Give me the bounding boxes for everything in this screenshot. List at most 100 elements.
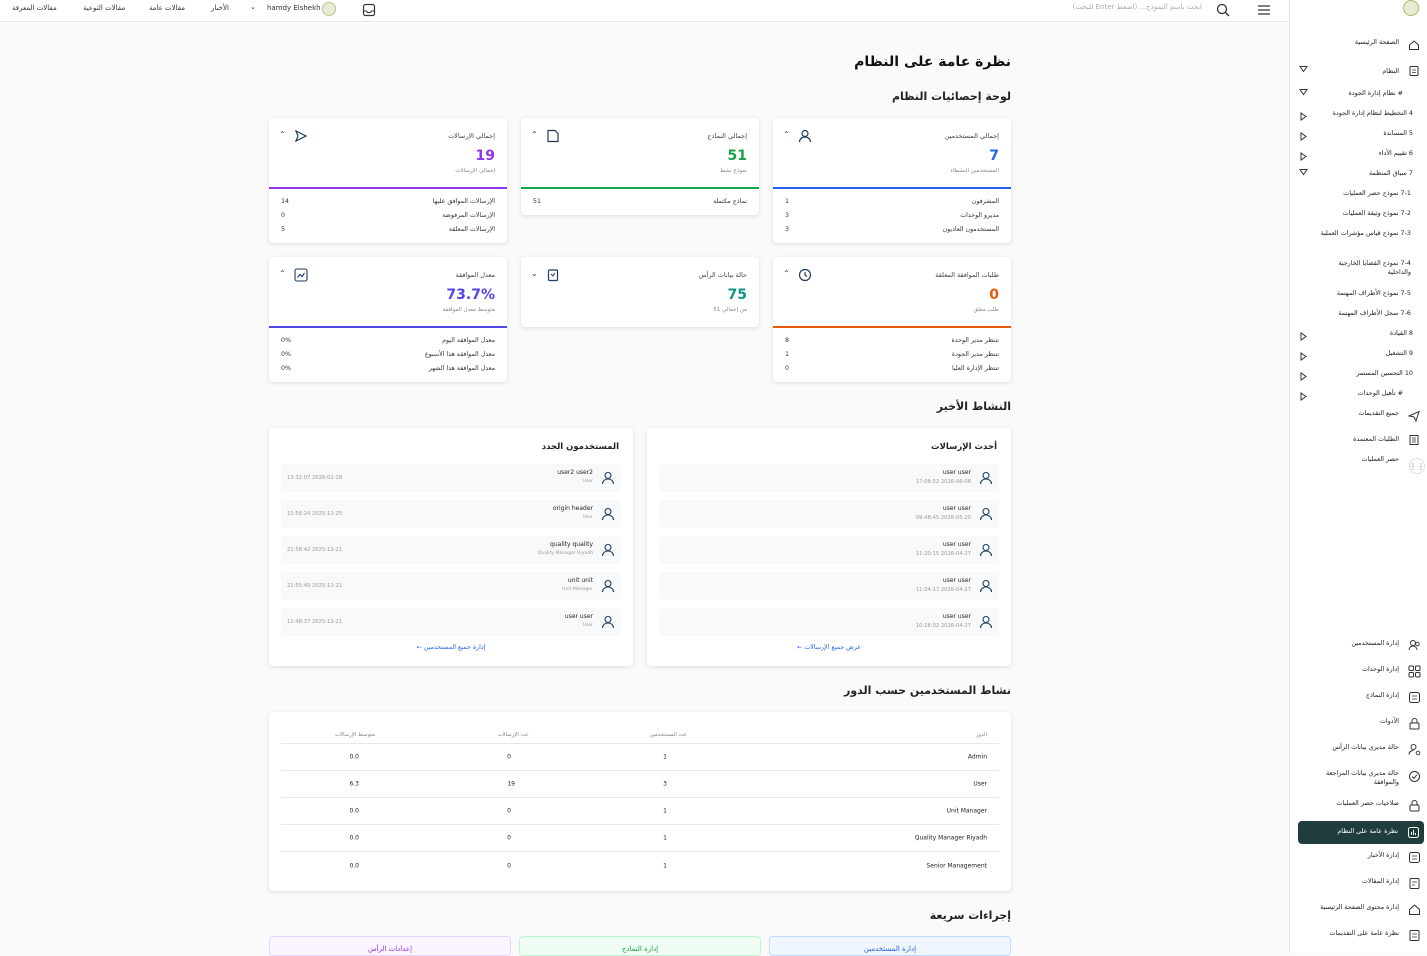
chevron-up-icon[interactable]: ⌃ — [783, 269, 790, 278]
collapse-sidebar-button[interactable]: ⋮⋮ — [1409, 458, 1425, 474]
table-row: Quality Manager Riyadh 1 0 0.0 — [281, 825, 999, 852]
nav-news[interactable]: الأخبار — [211, 4, 229, 12]
stat-card-submissions: إجمالي الإرسالات 19 إجمالي الإرسالات ⌃ ا… — [269, 118, 507, 243]
sidebar-item-7-6[interactable]: 7-6 سجل الأطراف المهتمة — [1338, 309, 1411, 317]
sidebar-item-unit-management[interactable]: إدارة الوحدات — [1362, 665, 1399, 673]
sidebar-item-qms[interactable]: # نظام إدارة الجودة — [1348, 89, 1403, 97]
sidebar-item-support[interactable]: 5 المساندة — [1383, 129, 1413, 137]
avatar[interactable] — [322, 2, 336, 16]
chevron-right-icon[interactable] — [1298, 351, 1308, 361]
submissions-icon — [1407, 928, 1421, 942]
list-item: معدل الموافقة اليوم 0% — [281, 337, 495, 344]
list-item: تنتظر الإدارة العليا 0 — [785, 365, 999, 372]
sidebar-item-header-managers-status[interactable]: حالة مديري بيانات الرأس — [1332, 743, 1399, 751]
chevron-right-icon[interactable] — [1298, 111, 1308, 121]
user-management-quick-button[interactable]: إدارة المستخدمين — [769, 936, 1011, 956]
list-item[interactable]: origin header User 2025-12-25 15:58:24 — [281, 500, 621, 528]
list-item[interactable]: user user 2026-04-27 11:04:17 — [659, 572, 999, 600]
view-all-submissions-link[interactable]: عرض جميع الإرسالات ← — [796, 644, 861, 651]
chevron-right-icon[interactable] — [1298, 131, 1308, 141]
card-accent-line — [773, 326, 1011, 328]
chevron-down-icon[interactable] — [1298, 86, 1308, 96]
panel-title: أحدث الإرسالات — [930, 442, 997, 452]
sidebar-item-7-2[interactable]: 7-2 نموذج وثيقة العمليات — [1342, 209, 1411, 217]
user-name[interactable]: hamdy Elshekh — [267, 4, 321, 12]
sidebar-item-context[interactable]: 7 سياق المنظمة — [1368, 169, 1413, 177]
manage-all-users-link[interactable]: إدارة جميع المستخدمين ← — [416, 644, 486, 651]
list-item[interactable]: user2 user2 User 2026-01-28 13:32:07 — [281, 464, 621, 492]
inbox-icon[interactable] — [360, 1, 378, 19]
card-value: 75 — [727, 287, 747, 303]
card-accent-line — [773, 187, 1011, 189]
recent-activity-title: النشاط الأخير — [936, 400, 1011, 413]
sidebar-item-planning[interactable]: 4 التخطيط لنظام إدارة الجودة — [1332, 109, 1413, 117]
chevron-down-icon[interactable] — [1298, 63, 1308, 73]
list-item: الإرسالات المعلقة 5 — [281, 226, 495, 233]
nav-awareness-articles[interactable]: مقالات التوعية — [83, 4, 126, 12]
search-input[interactable]: ابحث باسم النموذج... (اضغط Enter للبحث) — [1072, 3, 1202, 11]
chevron-up-icon[interactable]: ⌃ — [783, 130, 790, 139]
page-title: نظرة عامة على النظام — [854, 54, 1011, 70]
forms-management-quick-button[interactable]: إدارة النماذج — [519, 936, 761, 956]
stat-card-forms: إجمالي النماذج 51 نموذج نشط ⌃ نماذج مكتم… — [521, 118, 759, 215]
sidebar-item-units-qualification[interactable]: # تأهيل الوحدات — [1357, 389, 1403, 397]
sidebar-item-7-5[interactable]: 7-5 نموذج الأطراف المهتمة — [1336, 289, 1411, 297]
article-icon — [1407, 876, 1421, 890]
sidebar-item-tools[interactable]: الأدوات — [1379, 717, 1399, 725]
sidebar-item-user-management[interactable]: إدارة المستخدمين — [1351, 639, 1399, 647]
sidebar-item-system[interactable]: النظام — [1382, 67, 1399, 75]
list-item[interactable]: quality quality Quality Manager Riyadh 202… — [281, 536, 621, 564]
sidebar-item-performance[interactable]: 6 تقييم الأداء — [1378, 149, 1413, 157]
sidebar-item-articles-management[interactable]: إدارة المقالات — [1361, 877, 1399, 885]
list-item: معدل الموافقة هذا الأسبوع 0% — [281, 351, 495, 358]
user-icon — [601, 579, 615, 593]
chevron-right-icon[interactable] — [1298, 151, 1308, 161]
card-title: إجمالي المستخدمين — [944, 132, 999, 140]
user-icon — [979, 543, 993, 557]
list-item[interactable]: user user 2026-04-27 10:18:02 — [659, 608, 999, 636]
chevron-right-icon[interactable] — [1298, 391, 1308, 401]
card-subtitle: نموذج نشط — [720, 168, 747, 174]
lock-icon — [1407, 716, 1421, 730]
sidebar-item-7-3[interactable]: 7-3 نموذج قياس مؤشرات العملية — [1320, 229, 1411, 237]
sidebar-item-submissions-overview[interactable]: نظرة عامة على التقديمات — [1329, 929, 1399, 937]
stat-card-pending-approvals: طلبات الموافقة المعلقة 0 طلب معلق ⌃ تنتظ… — [773, 257, 1011, 382]
menu-icon[interactable] — [1255, 1, 1273, 19]
list-item: المشرفون 1 — [785, 198, 999, 205]
sidebar-item-system-overview[interactable]: نظرة عامة على النظام — [1298, 821, 1424, 844]
list-item[interactable]: unit unit Unit Manager 2025-12-21 21:55:49 — [281, 572, 621, 600]
sidebar-item-improvement[interactable]: 10 التحسين المستمر — [1356, 369, 1413, 377]
chevron-up-icon[interactable]: ⌃ — [279, 269, 286, 278]
list-item[interactable]: user user 2026-05-20 09:48:45 — [659, 500, 999, 528]
card-subtitle: إجمالي الإرسالات — [455, 168, 495, 174]
sidebar-item-all-submissions[interactable]: جميع التقديمات — [1358, 409, 1399, 417]
chevron-right-icon[interactable] — [1298, 371, 1308, 381]
sidebar-item-home[interactable]: الصفحة الرئيسية — [1354, 38, 1399, 46]
list-item[interactable]: user user 2026-04-27 11:20:15 — [659, 536, 999, 564]
list-item[interactable]: user user User 2025-12-21 11:48:37 — [281, 608, 621, 636]
header-settings-quick-button[interactable]: إعدادات الرأس — [269, 936, 511, 956]
chevron-up-icon[interactable]: ⌃ — [279, 130, 286, 139]
chevron-right-icon[interactable] — [1298, 331, 1308, 341]
chevron-up-icon[interactable]: ⌃ — [531, 130, 538, 139]
chevron-down-icon[interactable]: ⌄ — [531, 269, 538, 278]
sidebar-item-forms-management[interactable]: إدارة النماذج — [1365, 691, 1399, 699]
sidebar-item-7-1[interactable]: 7-1 نموذج حصر العمليات — [1343, 189, 1411, 197]
sidebar-item-news-management[interactable]: إدارة الأخبار — [1367, 851, 1399, 859]
user-chevron-icon[interactable]: ⌄ — [250, 3, 256, 11]
sidebar-item-operation[interactable]: 9 التشغيل — [1385, 349, 1413, 357]
sidebar-item-7-4[interactable]: 7-4 نموذج القضايا الخارجية والداخلية — [1338, 259, 1411, 276]
sidebar-item-review-managers-status[interactable]: حالة مديري بيانات المراجعة والموافقة — [1325, 769, 1399, 786]
check-shield-icon — [1407, 769, 1421, 783]
list-item[interactable]: user user 2026-06-08 17:08:52 — [659, 464, 999, 492]
chevron-down-icon[interactable] — [1298, 166, 1308, 176]
nav-general-articles[interactable]: مقالات عامة — [149, 4, 186, 12]
sidebar-item-process-inventory[interactable]: حصر العمليات — [1361, 455, 1399, 463]
sidebar-item-leadership[interactable]: 8 القيادة — [1389, 329, 1413, 337]
sidebar-item-approved-requests[interactable]: الطلبات المعتمدة — [1353, 435, 1399, 443]
nav-knowledge-articles[interactable]: مقالات المعرفة — [12, 4, 57, 12]
send-icon — [1407, 409, 1421, 423]
sidebar-item-homepage-content[interactable]: إدارة محتوى الصفحة الرئيسية — [1320, 903, 1399, 911]
sidebar-item-process-permissions[interactable]: صلاحيات حصر العمليات — [1336, 799, 1399, 807]
search-icon[interactable] — [1214, 1, 1232, 19]
